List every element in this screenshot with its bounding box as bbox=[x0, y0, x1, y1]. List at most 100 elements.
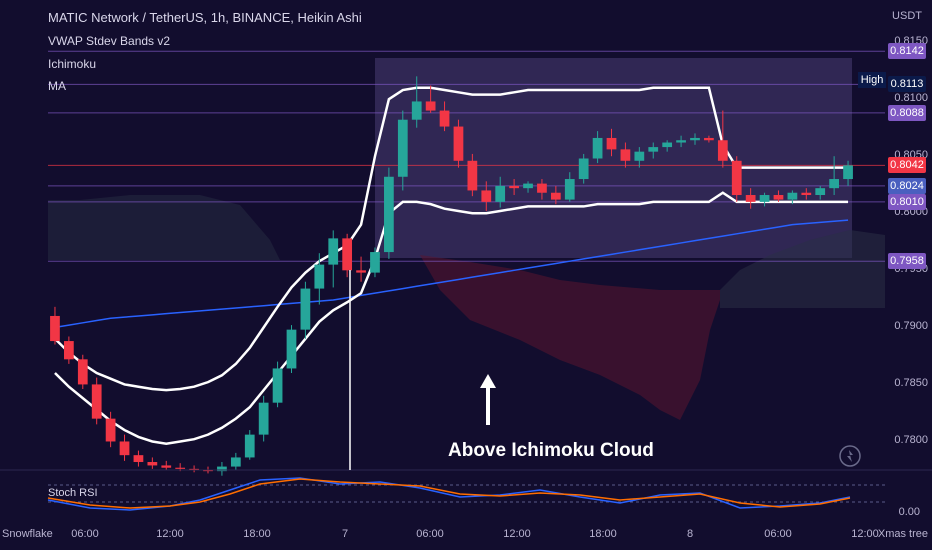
candle[interactable] bbox=[370, 247, 380, 278]
candle-body bbox=[523, 183, 533, 189]
candle-body bbox=[77, 359, 88, 385]
candle[interactable] bbox=[230, 452, 241, 470]
candle-body bbox=[230, 457, 241, 467]
candle-body bbox=[829, 179, 839, 189]
price-level-tag: 0.8088 bbox=[888, 104, 926, 121]
candle[interactable] bbox=[425, 85, 436, 113]
candle[interactable] bbox=[328, 230, 339, 288]
candle[interactable] bbox=[147, 457, 158, 469]
candle[interactable] bbox=[161, 460, 172, 470]
candle[interactable] bbox=[745, 188, 756, 209]
candle[interactable] bbox=[662, 140, 673, 152]
price-level-tag: 0.8010 bbox=[888, 193, 926, 210]
ichimoku-cloud-left bbox=[48, 195, 280, 260]
candle[interactable] bbox=[453, 119, 464, 168]
candle-body bbox=[161, 465, 172, 468]
vwap-lower-band bbox=[54, 191, 849, 446]
candle[interactable] bbox=[564, 172, 575, 202]
candle[interactable] bbox=[634, 147, 645, 168]
candle[interactable] bbox=[286, 325, 297, 374]
candle[interactable] bbox=[91, 377, 102, 425]
symbol-title[interactable]: MATIC Network / TetherUS, 1h, BINANCE, H… bbox=[48, 10, 362, 25]
y-tick-label: 0.7850 bbox=[894, 377, 928, 390]
candle[interactable] bbox=[77, 354, 88, 389]
candle[interactable] bbox=[509, 179, 519, 196]
candle-body bbox=[286, 329, 297, 369]
candle-body bbox=[690, 137, 700, 141]
candle[interactable] bbox=[300, 281, 311, 339]
candle[interactable] bbox=[342, 233, 353, 278]
candle-body bbox=[105, 418, 116, 442]
candle[interactable] bbox=[189, 465, 199, 473]
candle[interactable] bbox=[523, 181, 533, 193]
candle[interactable] bbox=[620, 142, 631, 168]
candle[interactable] bbox=[787, 190, 798, 205]
candle[interactable] bbox=[119, 434, 130, 461]
candle-body bbox=[272, 368, 283, 403]
candle[interactable] bbox=[411, 76, 422, 128]
candle[interactable] bbox=[690, 133, 700, 145]
candle-body bbox=[537, 183, 547, 193]
stoch-rsi-pane bbox=[47, 477, 885, 511]
candle[interactable] bbox=[258, 395, 269, 442]
candles-layer[interactable] bbox=[50, 76, 853, 476]
candle[interactable] bbox=[272, 361, 283, 408]
candle-body bbox=[787, 192, 798, 200]
candle-body bbox=[189, 468, 199, 470]
candle[interactable] bbox=[829, 156, 839, 196]
price-level-tag: 0.8113 bbox=[888, 76, 926, 93]
candle[interactable] bbox=[815, 185, 826, 200]
candle[interactable] bbox=[537, 179, 547, 200]
candle[interactable] bbox=[467, 153, 478, 197]
candle[interactable] bbox=[717, 110, 728, 168]
candle[interactable] bbox=[550, 185, 561, 205]
candle-body bbox=[244, 434, 255, 458]
candle[interactable] bbox=[606, 128, 617, 157]
candle[interactable] bbox=[244, 430, 255, 460]
x-tick-label: 06:00 bbox=[416, 528, 444, 540]
x-tick-label: 7 bbox=[341, 528, 349, 540]
stoch-rsi-value: 0.00 bbox=[898, 506, 920, 518]
price-level-tag: 0.8142 bbox=[888, 43, 926, 60]
indicator-ichimoku[interactable]: Ichimoku bbox=[48, 57, 97, 71]
indicator-ma[interactable]: MA bbox=[48, 79, 66, 93]
stoch-d-line bbox=[47, 478, 851, 509]
candle[interactable] bbox=[50, 306, 60, 345]
candle-body bbox=[620, 149, 631, 161]
candle-body bbox=[801, 192, 812, 196]
indicator-vwap[interactable]: VWAP Stdev Bands v2 bbox=[48, 34, 171, 48]
candle[interactable] bbox=[397, 110, 408, 191]
candle-body bbox=[676, 140, 686, 143]
candle[interactable] bbox=[592, 131, 603, 164]
stoch-rsi-label[interactable]: Stoch RSI bbox=[48, 487, 98, 499]
candle[interactable] bbox=[439, 101, 450, 132]
price-level-lines bbox=[48, 50, 885, 262]
candle-body bbox=[384, 176, 394, 253]
candle[interactable] bbox=[731, 156, 742, 202]
candle[interactable] bbox=[495, 176, 506, 208]
candle-body bbox=[606, 137, 617, 150]
candle[interactable] bbox=[105, 411, 116, 448]
candle[interactable] bbox=[356, 256, 366, 282]
candle[interactable] bbox=[843, 160, 853, 186]
candle-body bbox=[175, 467, 186, 469]
candle[interactable] bbox=[759, 192, 770, 207]
candle-body bbox=[300, 288, 311, 330]
candle[interactable] bbox=[704, 135, 714, 143]
candle[interactable] bbox=[314, 253, 325, 305]
candle[interactable] bbox=[773, 190, 784, 202]
candle[interactable] bbox=[481, 181, 492, 211]
candle[interactable] bbox=[801, 188, 812, 200]
candle[interactable] bbox=[676, 135, 686, 148]
candle[interactable] bbox=[648, 142, 659, 159]
candle[interactable] bbox=[217, 462, 227, 476]
up-arrow-icon bbox=[480, 374, 496, 425]
candle[interactable] bbox=[133, 450, 144, 467]
candle[interactable] bbox=[64, 336, 74, 364]
candle[interactable] bbox=[578, 153, 589, 184]
candle[interactable] bbox=[384, 167, 394, 259]
currency-label: USDT bbox=[892, 10, 922, 22]
candle-body bbox=[509, 185, 519, 189]
candle-body bbox=[815, 188, 826, 196]
